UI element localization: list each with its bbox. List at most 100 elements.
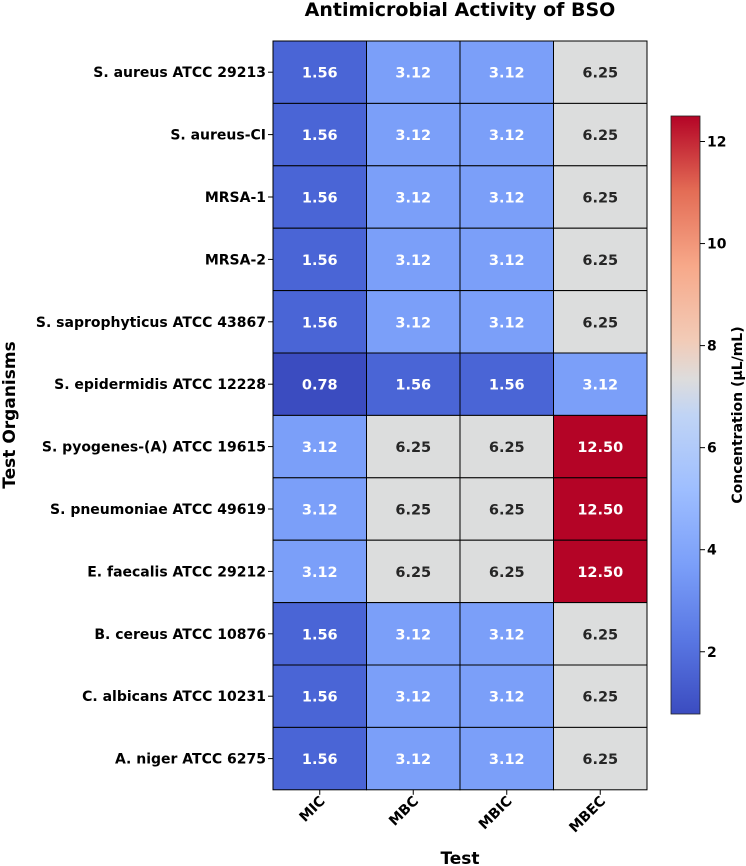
cell-value-label: 12.50	[577, 440, 623, 456]
cell-value-label: 1.56	[302, 66, 338, 82]
cell-value-label: 1.56	[302, 253, 338, 269]
cell-value-label: 3.12	[489, 253, 525, 269]
cell-value-label: 6.25	[582, 191, 618, 207]
cell-value-label: 3.12	[395, 253, 431, 269]
heatmap-cell	[459, 539, 554, 604]
heatmap-cell	[459, 290, 554, 354]
cell-value-label: 3.12	[395, 315, 431, 331]
heatmap-cell	[272, 352, 367, 416]
cell-value-label: 6.25	[395, 440, 431, 456]
row-label: S. saprophyticus ATCC 43867	[36, 315, 266, 331]
colorbar-tick-label: 12	[707, 135, 726, 151]
cell-value-label: 6.25	[582, 752, 618, 768]
heatmap-cell	[272, 477, 367, 541]
cell-value-label: 1.56	[302, 315, 338, 331]
heatmap-cell	[553, 726, 648, 791]
cell-value-label: 3.12	[489, 191, 525, 207]
heatmap-cell	[459, 726, 554, 791]
cell-value-label: 3.12	[395, 752, 431, 768]
cell-value-label: 1.56	[302, 191, 338, 207]
cell-value-label: 6.25	[582, 66, 618, 82]
col-label: MBC	[386, 793, 422, 829]
row-label: S. aureus-CI	[170, 128, 266, 144]
heatmap-cell	[366, 602, 461, 666]
cell-value-label: 6.25	[489, 565, 525, 581]
heatmap-cell	[553, 40, 648, 104]
row-label: S. aureus ATCC 29213	[93, 65, 266, 81]
cell-value-label: 3.12	[489, 690, 525, 706]
heatmap-cell	[366, 227, 461, 292]
cell-value-label: 6.25	[395, 503, 431, 519]
heatmap-cell	[553, 102, 648, 167]
cell-value-label: 6.25	[489, 440, 525, 456]
cell-value-label: 3.12	[395, 627, 431, 643]
cell-value-label: 1.56	[302, 627, 338, 643]
heatmap-cell	[272, 102, 367, 167]
row-label: C. albicans ATCC 10231	[82, 689, 266, 705]
heatmap-cell	[366, 40, 461, 104]
row-label: MRSA-2	[205, 252, 266, 268]
cell-value-label: 3.12	[302, 440, 338, 456]
colorbar-label: Concentration (µL/mL)	[730, 326, 746, 503]
cell-value-label: 6.25	[395, 565, 431, 581]
heatmap-cell	[553, 539, 648, 604]
heatmap-cell	[366, 352, 461, 416]
colorbar: 2 4 6 8 10 12 Concentration (µL/mL)	[670, 115, 746, 715]
colorbar-tick-label: 8	[707, 339, 717, 355]
row-label: B. cereus ATCC 10876	[94, 627, 266, 643]
cell-value-label: 1.56	[302, 752, 338, 768]
cell-value-label: 12.50	[577, 565, 623, 581]
heatmap-cell	[459, 602, 554, 666]
heatmap-cell	[553, 227, 648, 292]
cell-value-label: 6.25	[489, 503, 525, 519]
cell-value-label: 3.12	[395, 191, 431, 207]
colorbar-tick-label: 2	[707, 645, 717, 661]
cell-value-label: 1.56	[395, 378, 431, 394]
heatmap-cell	[366, 726, 461, 791]
cell-value-label: 1.56	[302, 690, 338, 706]
row-label: A. niger ATCC 6275	[115, 752, 266, 768]
colorbar-gradient	[670, 115, 701, 715]
colorbar-tick-label: 6	[707, 441, 717, 457]
row-label: MRSA-1	[205, 190, 266, 206]
cell-value-label: 0.78	[302, 378, 338, 394]
chart-title: Antimicrobial Activity of BSO	[305, 0, 616, 21]
row-label: S. epidermidis ATCC 12228	[54, 377, 266, 393]
cell-value-label: 3.12	[395, 128, 431, 144]
cell-value-label: 6.25	[582, 128, 618, 144]
heatmap-cell	[272, 726, 367, 791]
row-label: S. pneumoniae ATCC 49619	[50, 502, 266, 518]
heatmap-cell	[272, 602, 367, 666]
x-axis-label: Test	[440, 849, 479, 866]
heatmap-cell	[366, 664, 461, 728]
heatmap-cell	[366, 290, 461, 354]
heatmap-cell	[553, 165, 648, 229]
heatmap-cell	[553, 414, 648, 479]
cell-value-label: 3.12	[302, 503, 338, 519]
col-label: MBEC	[566, 793, 609, 836]
heatmap-cell	[272, 40, 367, 104]
heatmap-cell	[553, 602, 648, 666]
heatmap-cell	[366, 102, 461, 167]
heatmap-cell	[459, 40, 554, 104]
heatmap-cell	[459, 664, 554, 728]
heatmap-cell	[459, 352, 554, 416]
cell-value-label: 3.12	[489, 315, 525, 331]
row-label: E. faecalis ATCC 29212	[87, 564, 266, 580]
heatmap-cell	[459, 477, 554, 541]
heatmap-cell	[553, 352, 648, 416]
y-axis-label: Test Organisms	[0, 341, 20, 488]
cell-value-label: 6.25	[582, 315, 618, 331]
cell-value-label: 6.25	[582, 253, 618, 269]
row-label: S. pyogenes-(A) ATCC 19615	[42, 440, 266, 456]
cell-value-label: 1.56	[302, 128, 338, 144]
cell-value-label: 3.12	[395, 66, 431, 82]
cell-value-label: 3.12	[489, 627, 525, 643]
heatmap-cell	[366, 165, 461, 229]
cell-value-label: 3.12	[582, 378, 618, 394]
heatmap-cell	[272, 227, 367, 292]
cell-value-label: 3.12	[489, 66, 525, 82]
cell-value-label: 6.25	[582, 690, 618, 706]
colorbar-tick-label: 10	[707, 237, 727, 253]
